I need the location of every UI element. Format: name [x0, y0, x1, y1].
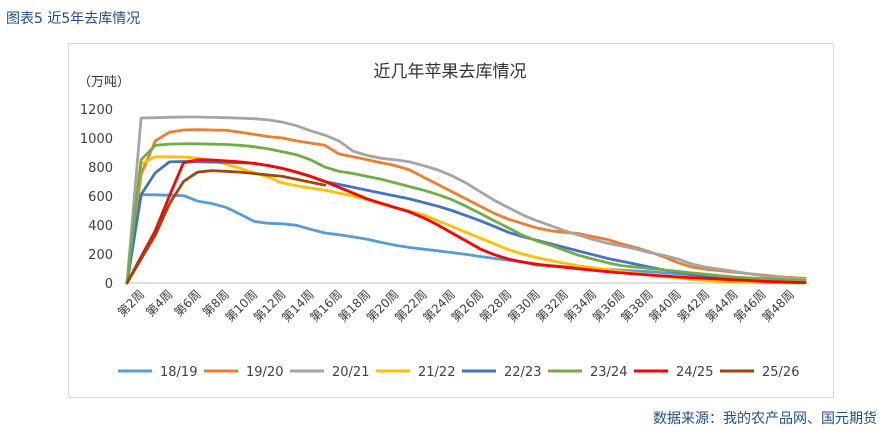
series-line-18-19 [125, 193, 793, 285]
x-tick-label: 第48周 [759, 287, 797, 325]
legend-label: 23/24 [590, 365, 627, 380]
legend-label: 25/26 [762, 365, 799, 380]
series-line-19-20 [125, 128, 807, 285]
series-line-24-25 [125, 158, 807, 285]
legend-label: 24/25 [676, 365, 713, 380]
series-line-22-23 [125, 160, 807, 285]
legend-label: 19/20 [246, 365, 283, 380]
y-tick-label: 400 [88, 219, 113, 234]
y-tick-label: 800 [88, 161, 113, 176]
figure-caption: 图表5 近5年去库情况 [6, 11, 141, 27]
series-line-23-24 [125, 142, 807, 285]
data-source-note: 数据来源：我的农产品网、国元期货 [653, 411, 877, 427]
y-tick-label: 600 [88, 190, 113, 205]
legend-label: 20/21 [332, 365, 369, 380]
x-tick-label: 第2周 [115, 287, 147, 319]
legend-label: 18/19 [160, 365, 197, 380]
series-line-20-21 [125, 115, 807, 285]
chart-frame [68, 43, 834, 398]
y-tick-label: 0 [105, 277, 113, 292]
x-tick-label: 第6周 [171, 287, 203, 319]
x-tick-label: 第4周 [143, 287, 175, 319]
chart-title: 近几年苹果去库情况 [374, 62, 527, 82]
y-tick-label: 1000 [80, 132, 113, 147]
y-axis-unit-label: （万吨） [78, 75, 130, 90]
legend-label: 21/22 [418, 365, 455, 380]
y-tick-label: 200 [88, 248, 113, 263]
y-tick-label: 1200 [80, 103, 113, 118]
legend-label: 22/23 [504, 365, 541, 380]
series-line-25-26 [125, 169, 327, 285]
series-line-21-22 [125, 155, 807, 285]
